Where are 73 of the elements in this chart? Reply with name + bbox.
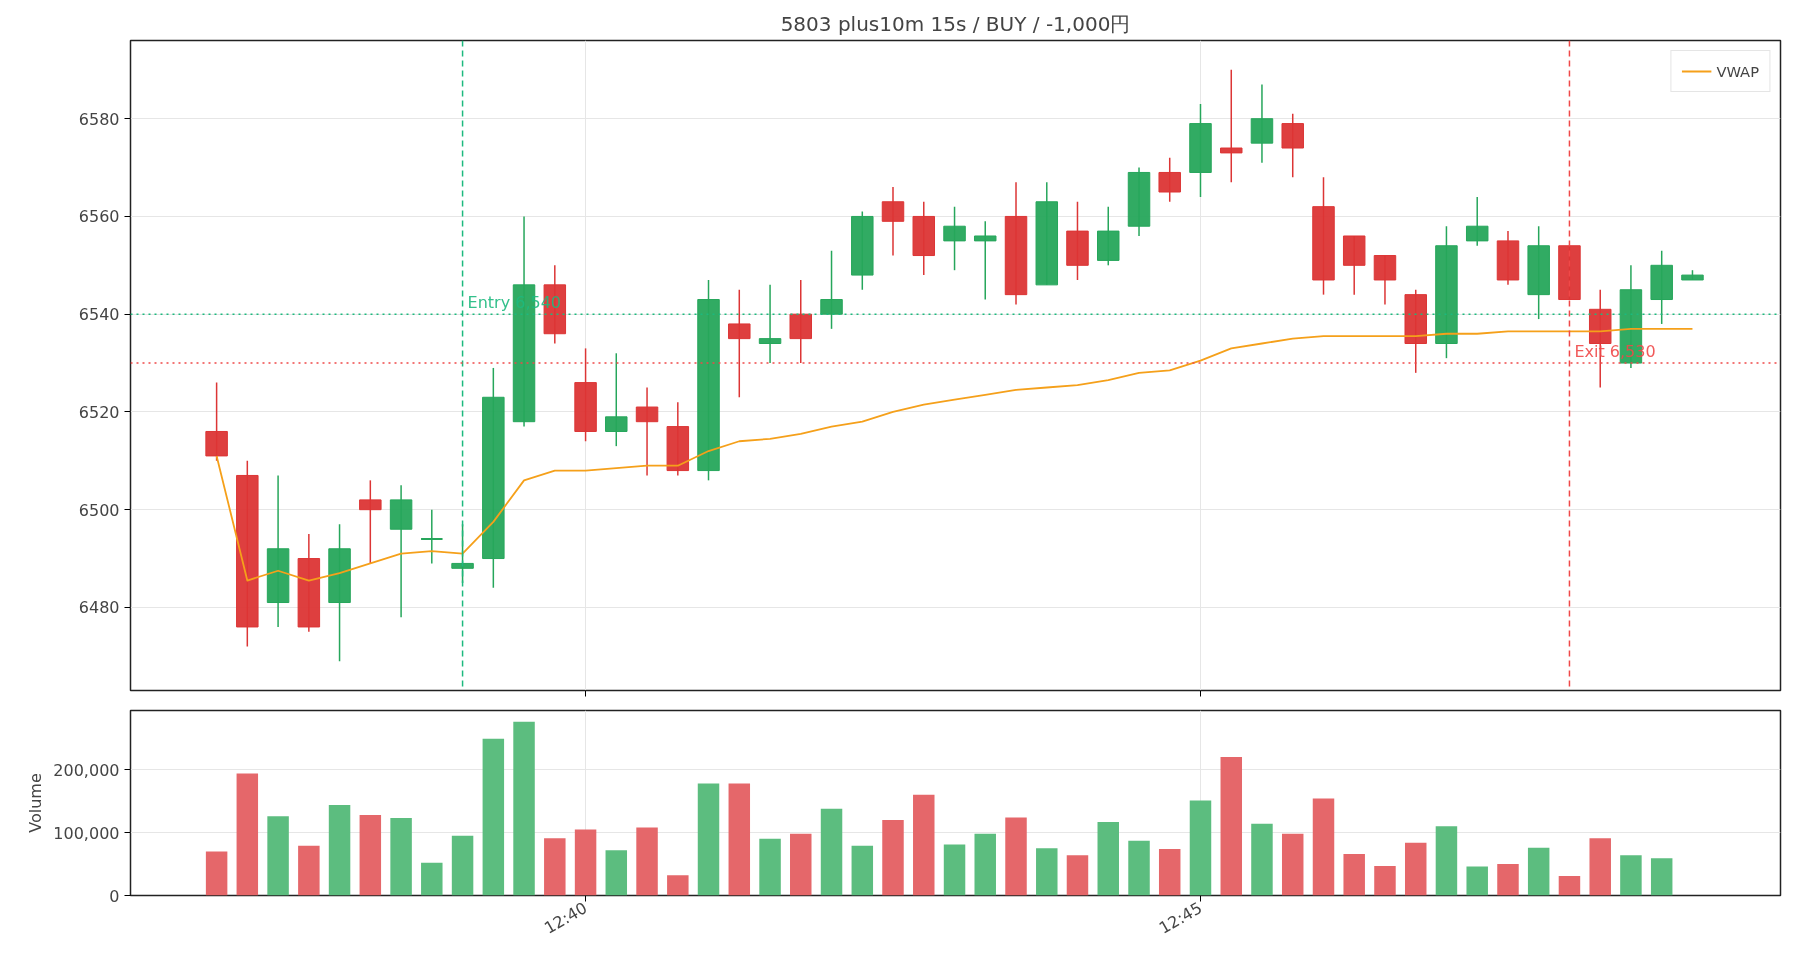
y-tick-label: 6520 [78,402,120,422]
y-tick-label: 100,000 [53,823,120,843]
candlestick [420,508,444,565]
candlestick [973,220,997,301]
bar [667,875,689,896]
bar [1312,798,1335,896]
bar [236,773,259,896]
bar [882,819,904,896]
bar [1650,858,1673,896]
bar [1005,817,1027,896]
bar [1220,757,1243,896]
bar [1158,848,1181,896]
bar [728,783,751,896]
bar [544,838,566,896]
candlestick [758,284,782,364]
bar [390,818,412,896]
bar [759,838,781,896]
bar [1036,848,1058,896]
candlestick [728,289,751,399]
bar [1128,840,1150,896]
bar [974,833,996,896]
bar [1251,823,1273,896]
y-tick-label: 200,000 [53,760,120,780]
bar [205,851,228,896]
bar [1097,821,1119,896]
y-tick-label: 0 [109,886,120,906]
bar [482,738,505,896]
bar [1281,833,1304,896]
bar [1620,855,1642,896]
bar [913,794,935,896]
y-axis-title: Volume [26,773,46,833]
bar [1435,826,1458,896]
bar [1066,855,1089,896]
bar [943,844,966,896]
candlestick [605,352,628,447]
bar [851,845,874,896]
bar [298,845,320,896]
bar [1558,875,1581,896]
candlestick [820,249,843,330]
bar [1589,838,1611,896]
legend-label: VWAP [1716,62,1759,80]
candlestick [943,205,966,271]
bar [451,835,474,896]
candlestick [1465,196,1489,247]
y-tick-label: 6540 [78,305,120,325]
bar [1497,864,1519,896]
bar [513,721,535,896]
bar [1527,847,1550,896]
candlestick [881,186,905,257]
bar [820,808,843,896]
y-tick-label: 6580 [78,109,120,129]
bar [1343,853,1365,896]
bar [359,814,382,896]
candlestick [1220,69,1243,183]
candlestick [635,386,659,477]
bar [1374,865,1396,896]
y-tick-label: 6560 [78,207,120,227]
bar [636,827,658,896]
candlestick [1158,157,1181,203]
bar [328,804,351,896]
bar [697,783,720,896]
bar [574,829,597,896]
bar [267,816,289,896]
bar [421,862,443,896]
bar [1466,866,1488,896]
bar [1189,800,1212,896]
y-tick-label: 6500 [78,500,120,520]
candlestick [359,479,382,565]
bar [790,833,812,896]
y-tick-label: 6480 [78,598,120,618]
bar [1405,842,1427,896]
bar [605,850,628,896]
chart-title: 5803 plus10m 15s / BUY / -1,000円 [780,11,1131,36]
